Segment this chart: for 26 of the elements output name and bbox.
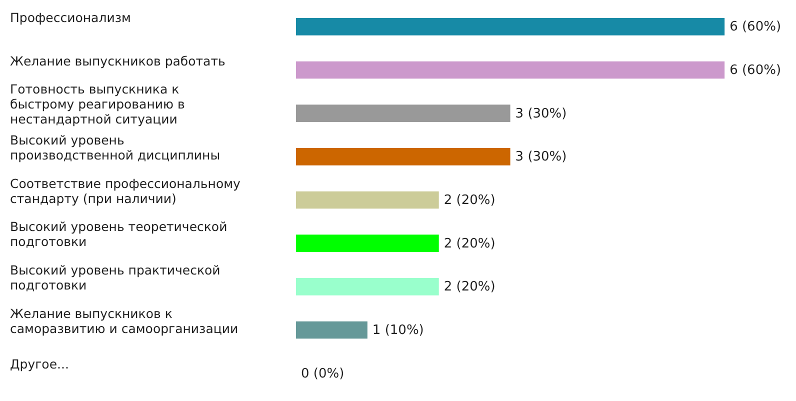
y-tick-label: Желание выпускников работать — [10, 53, 226, 68]
y-tick-label: Соответствие профессиональному стандарту (при наличии) — [10, 176, 242, 206]
data-label: 3 (30%) — [515, 150, 567, 165]
data-label: 2 (20%) — [444, 193, 496, 208]
data-label: 2 (20%) — [444, 280, 496, 295]
y-tick-label: Желание выпускников к саморазвитию и самоорганизации — [10, 306, 238, 336]
y-tick-label: Высокий уровень практической подготовки — [10, 262, 220, 292]
y-tick-label: Профессионализм — [10, 10, 131, 25]
bar — [296, 61, 725, 79]
bar — [296, 18, 725, 36]
bar — [296, 234, 439, 252]
y-tick-label: Высокий уровень теоретической подготовки — [10, 219, 228, 250]
data-label: 1 (10%) — [372, 323, 424, 338]
y-tick-label: Другое... — [10, 356, 69, 372]
data-label: 0 (0%) — [301, 366, 344, 382]
y-tick-label: Высокий уровень производственной дисциплины — [10, 132, 220, 162]
data-label: 2 (20%) — [444, 236, 496, 252]
data-label: 3 (30%) — [515, 106, 567, 122]
bar — [296, 191, 439, 209]
bar — [296, 321, 368, 339]
bar — [296, 148, 510, 166]
data-label: 6 (60%) — [730, 20, 782, 35]
y-tick-label: Готовность выпускника к быстрому реагированию в нестандартной ситуации — [10, 82, 185, 127]
bar — [296, 104, 510, 122]
bar — [296, 278, 439, 296]
data-label: 6 (60%) — [730, 63, 782, 78]
